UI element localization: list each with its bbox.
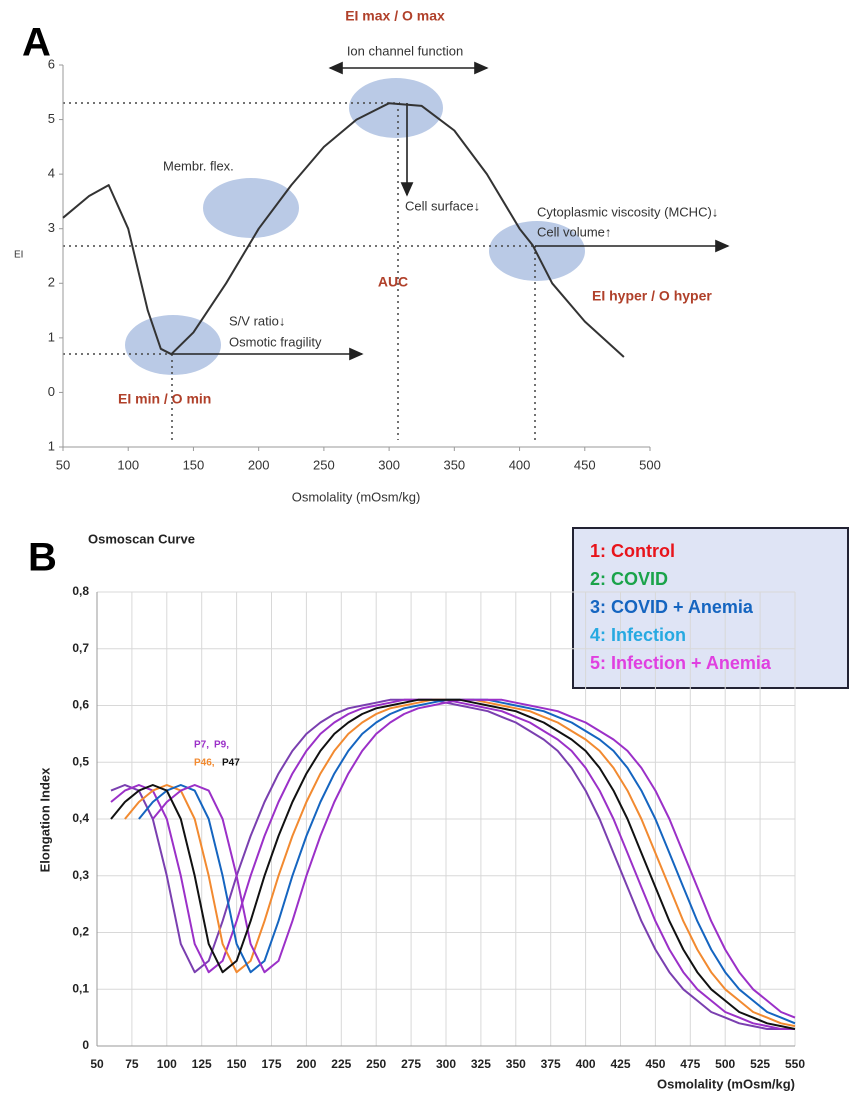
y-axis-label: EI (14, 250, 23, 261)
y-tick-label: 0,2 (72, 925, 89, 939)
y-tick-label: 0,8 (72, 584, 89, 598)
ellipse (125, 315, 221, 375)
x-tick-label: 500 (715, 1057, 735, 1071)
annotation: S/V ratio↓ (229, 313, 285, 328)
legend-box (572, 527, 849, 689)
annotation: Osmotic fragility (229, 334, 322, 349)
x-tick-label: 125 (192, 1057, 212, 1071)
legend-entry: 5: Infection + Anemia (590, 653, 772, 673)
data-line (110, 698, 796, 1030)
y-tick-label: 0,3 (72, 868, 89, 882)
annotation: Ion channel function (347, 43, 463, 58)
legend-entry: 2: COVID (590, 569, 668, 589)
x-tick-label: 500 (639, 457, 661, 472)
annotation: EI max / O max (345, 8, 445, 24)
panel-label: A (22, 21, 51, 65)
x-tick-label: 150 (227, 1057, 247, 1071)
x-tick-label: 175 (261, 1057, 281, 1071)
x-tick-label: 200 (296, 1057, 316, 1071)
y-tick-label: 0,1 (72, 981, 89, 995)
x-axis-label: Osmolality (mOsm/kg) (292, 489, 421, 504)
y-tick-label: 0 (48, 384, 55, 399)
x-tick-label: 225 (331, 1057, 351, 1071)
x-tick-label: 450 (645, 1057, 665, 1071)
x-tick-label: 525 (750, 1057, 770, 1071)
panel-a-decor (63, 61, 730, 440)
chart-title: Osmoscan Curve (88, 531, 195, 546)
ellipse (349, 78, 443, 138)
x-tick-label: 50 (56, 457, 70, 472)
guide-lines (63, 102, 536, 440)
x-tick-label: 450 (574, 457, 596, 472)
x-tick-label: 200 (248, 457, 270, 472)
y-tick-label: 2 (48, 275, 55, 290)
x-tick-label: 50 (90, 1057, 104, 1071)
y-tick-label: 0 (82, 1038, 89, 1052)
annotation: AUC (378, 274, 408, 290)
data-line (62, 102, 625, 358)
y-tick-label: 0,4 (72, 811, 89, 825)
legend-entry: 4: Infection (590, 625, 686, 645)
x-tick-label: 300 (378, 457, 400, 472)
y-tick-label: 0,5 (72, 754, 89, 768)
y-tick-label: 0,6 (72, 698, 89, 712)
x-tick-label: 250 (366, 1057, 386, 1071)
y-tick-label: 1 (48, 329, 55, 344)
legend-entry: 3: COVID + Anemia (590, 597, 754, 617)
annotation: EI min / O min (118, 391, 211, 407)
x-tick-label: 325 (471, 1057, 491, 1071)
annotation: Cytoplasmic viscosity (MCHC)↓ (537, 204, 718, 219)
x-tick-label: 300 (436, 1057, 456, 1071)
x-tick-label: 275 (401, 1057, 421, 1071)
x-tick-label: 400 (509, 457, 531, 472)
data-line (138, 698, 796, 1025)
y-tick-label: 0,7 (72, 641, 89, 655)
annotation: P46, (194, 758, 215, 769)
x-tick-label: 100 (157, 1057, 177, 1071)
x-tick-label: 350 (443, 457, 465, 472)
panel-label: B (28, 536, 57, 580)
annotation: EI hyper / O hyper (592, 288, 712, 304)
annotation: Membr. flex. (163, 158, 234, 173)
x-tick-label: 75 (125, 1057, 139, 1071)
annotation: P9, (214, 740, 229, 751)
x-tick-label: 350 (506, 1057, 526, 1071)
annotation: P7, (194, 740, 209, 751)
x-tick-label: 375 (541, 1057, 561, 1071)
x-tick-label: 250 (313, 457, 335, 472)
y-tick-label: 6 (48, 56, 55, 71)
x-tick-label: 100 (117, 457, 139, 472)
x-axis-label: Osmolality (mOsm/kg) (657, 1076, 795, 1091)
legend-entry: 1: Control (590, 541, 675, 561)
y-tick-label: 4 (48, 166, 55, 181)
y-tick-label: 1 (48, 438, 55, 453)
annotation: P47 (222, 758, 240, 769)
data-line (152, 698, 796, 1019)
y-tick-label: 5 (48, 111, 55, 126)
annotation: Cell volume↑ (537, 224, 611, 239)
x-tick-label: 150 (183, 457, 205, 472)
x-tick-label: 475 (680, 1057, 700, 1071)
ellipse (203, 178, 299, 238)
x-tick-label: 550 (785, 1057, 805, 1071)
y-axis-label: Elongation Index (37, 767, 52, 872)
annotation: Cell surface↓ (405, 198, 480, 213)
y-tick-label: 3 (48, 220, 55, 235)
x-tick-label: 400 (576, 1057, 596, 1071)
ellipse (489, 221, 585, 281)
x-tick-label: 425 (610, 1057, 630, 1071)
data-line (110, 698, 795, 1030)
